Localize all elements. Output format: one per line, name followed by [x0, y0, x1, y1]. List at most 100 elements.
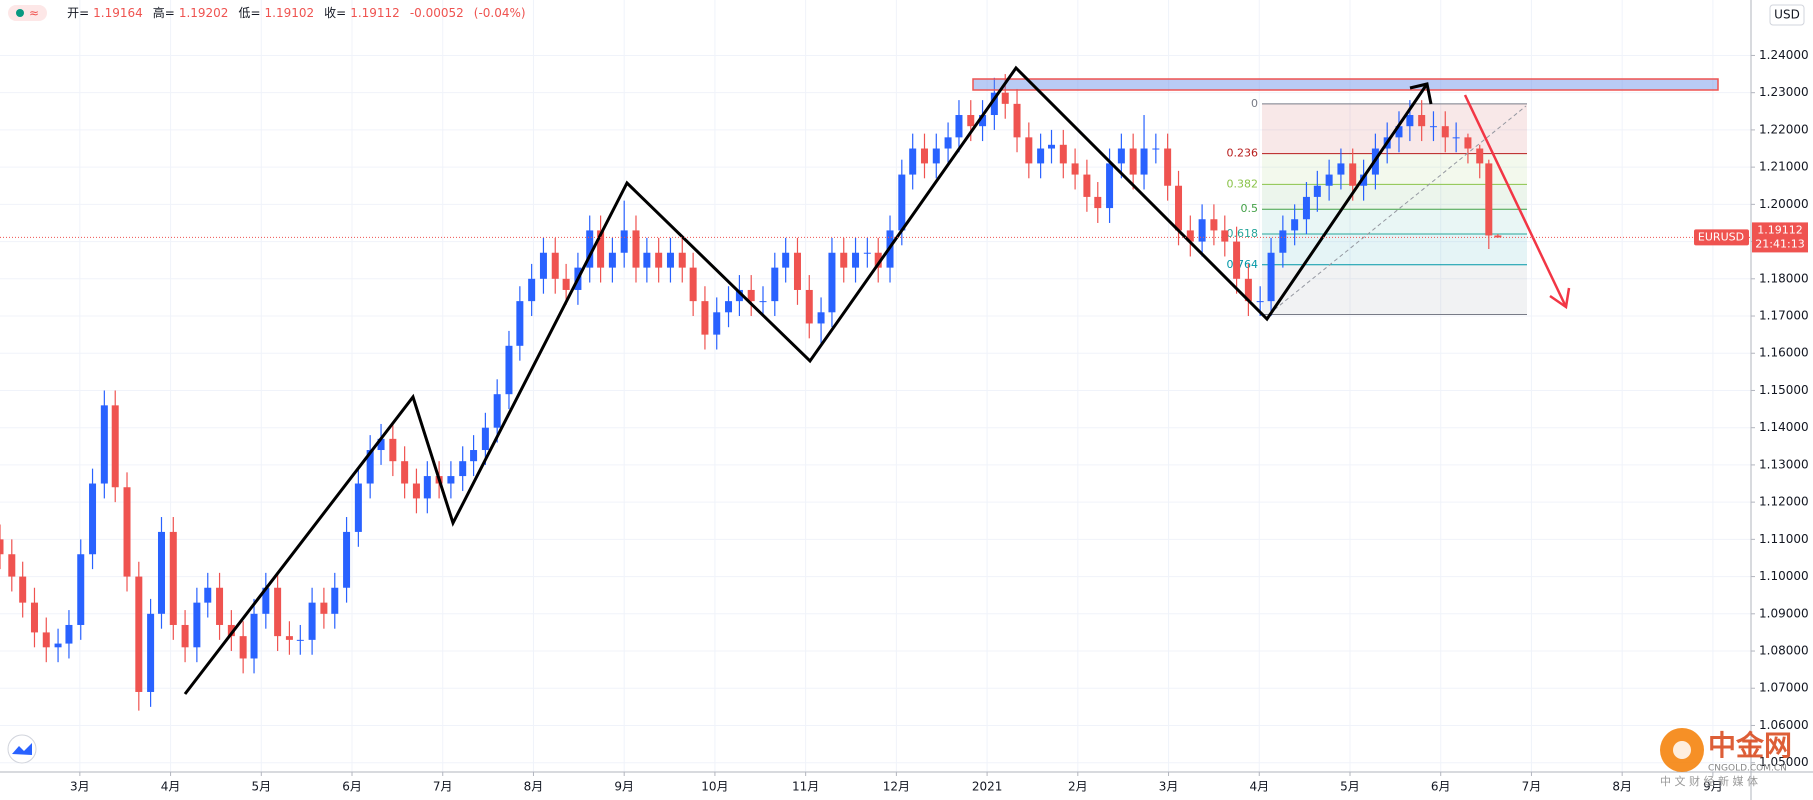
candle-body: [505, 345, 513, 395]
candle-body: [1256, 301, 1264, 303]
candle-body: [608, 252, 616, 268]
candle-body: [516, 301, 524, 346]
high-value: 1.19202: [178, 5, 229, 20]
candle-body: [157, 531, 165, 614]
x-tick-label: 5月: [251, 780, 271, 794]
candle-body: [1106, 163, 1114, 209]
close-value: 1.19112: [350, 5, 400, 20]
candle-body: [620, 230, 628, 253]
x-tick-label: 6月: [342, 780, 362, 794]
candle-body: [19, 576, 27, 603]
candle-body: [528, 278, 536, 302]
drawings: [183, 65, 1719, 695]
x-tick-label: 5月: [1340, 780, 1360, 794]
candle-body: [909, 148, 917, 175]
candle-body: [343, 531, 351, 588]
candle-body: [1059, 144, 1067, 164]
candle-body: [1244, 278, 1252, 302]
candle-body: [551, 252, 559, 279]
x-tick-label: 10月: [701, 780, 728, 794]
y-tick-label: 1.10000: [1759, 569, 1809, 583]
status-dot: [16, 8, 24, 17]
currency-button[interactable]: [1769, 4, 1805, 26]
candle-body: [447, 476, 455, 484]
candle-body: [331, 587, 339, 614]
candle-body: [1117, 148, 1125, 164]
candle-body: [1302, 196, 1310, 220]
fib-label: 0.618: [1227, 227, 1259, 240]
y-tick-label: 1.16000: [1759, 346, 1809, 360]
candle-body: [759, 301, 767, 303]
x-tick-label: 3月: [1159, 780, 1179, 794]
open-label: 开=: [67, 6, 90, 20]
y-tick-label: 1.17000: [1759, 309, 1809, 323]
y-tick-label: 1.20000: [1759, 197, 1809, 211]
candle-body: [1037, 148, 1045, 164]
x-tick-label: 2021: [972, 780, 1003, 794]
watermark: 中金网 CNGOLD.COM.CN 中 文 财 经 新 媒 体: [1660, 728, 1792, 788]
candle-body: [274, 587, 282, 637]
candle-body: [111, 405, 119, 488]
resistance-zone: [972, 78, 1719, 91]
candle-body: [828, 252, 836, 313]
x-tick-label: 7月: [1522, 780, 1542, 794]
y-tick-label: 1.22000: [1759, 122, 1809, 136]
status-pill[interactable]: ≈: [8, 4, 48, 21]
indicator: ≈: [29, 5, 40, 20]
candle-body: [863, 252, 871, 254]
candle-body: [100, 405, 108, 484]
candle-body: [944, 137, 952, 149]
candle-body: [77, 554, 85, 625]
candle-body: [1094, 196, 1102, 209]
candle-body: [1013, 103, 1021, 138]
open-value: 1.19164: [93, 5, 143, 20]
fib-band: [1262, 103, 1527, 154]
candle-body: [459, 461, 467, 477]
candle-body: [1291, 219, 1299, 231]
fib-trend-line: [1268, 105, 1527, 315]
candle-body: [1267, 252, 1275, 302]
watermark-tagline: 中 文 财 经 新 媒 体: [1660, 774, 1758, 788]
y-tick-label: 1.23000: [1759, 85, 1809, 99]
y-tick-label: 1.08000: [1759, 644, 1809, 658]
candle-body: [216, 587, 224, 625]
y-tick-label: 1.07000: [1759, 681, 1809, 695]
candle-body: [239, 636, 247, 659]
candle-body: [747, 289, 755, 302]
x-tick-label: 6月: [1431, 780, 1451, 794]
candle-body: [1337, 163, 1345, 175]
candle-body: [470, 450, 478, 462]
candle-body: [771, 267, 779, 302]
candle-body: [0, 539, 4, 555]
candle-body: [655, 252, 663, 268]
candle-body: [955, 115, 963, 138]
candle-body: [632, 230, 640, 268]
candle-body: [42, 632, 50, 648]
candle-body: [817, 312, 825, 324]
candle-body: [1129, 148, 1137, 175]
y-tick-label: 1.11000: [1759, 532, 1809, 546]
candle-body: [735, 289, 743, 302]
grid: [0, 0, 1751, 772]
last-price-label: 1.19112: [1757, 223, 1803, 236]
candle-body: [1233, 241, 1241, 279]
candle-body: [389, 438, 397, 462]
currency-label: USD: [1774, 8, 1800, 22]
candle-body: [597, 230, 605, 268]
candle-body: [401, 461, 409, 484]
candle-body: [1360, 174, 1368, 186]
arrow-head: [1409, 82, 1433, 105]
candle-body: [1429, 126, 1437, 128]
candle-body: [840, 252, 848, 268]
candle-body: [1395, 126, 1403, 138]
candle-body: [1464, 137, 1472, 149]
candle-body: [377, 438, 385, 451]
candle-body: [643, 252, 651, 268]
fib-band: [1262, 234, 1527, 265]
candle-body: [725, 301, 733, 313]
candle-body: [979, 115, 987, 127]
candle-body: [147, 613, 155, 692]
